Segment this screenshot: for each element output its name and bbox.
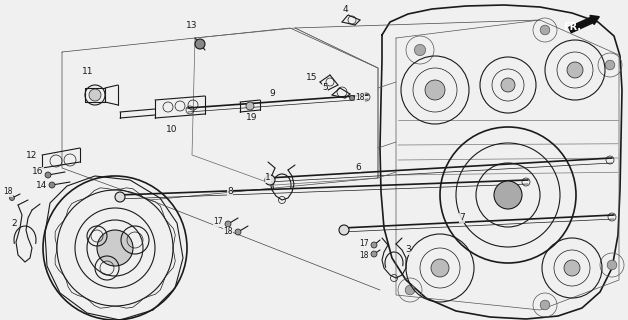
Text: 4: 4 bbox=[342, 5, 348, 14]
Circle shape bbox=[371, 251, 377, 257]
Text: 3: 3 bbox=[405, 245, 411, 254]
Text: 18: 18 bbox=[223, 228, 233, 236]
Circle shape bbox=[431, 259, 449, 277]
Circle shape bbox=[405, 285, 415, 295]
Text: FR.: FR. bbox=[563, 22, 581, 32]
Circle shape bbox=[567, 62, 583, 78]
Text: 18: 18 bbox=[355, 93, 365, 102]
Text: 14: 14 bbox=[36, 180, 48, 189]
Circle shape bbox=[49, 182, 55, 188]
Text: 15: 15 bbox=[306, 74, 318, 83]
FancyArrow shape bbox=[569, 15, 599, 33]
Circle shape bbox=[45, 172, 51, 178]
Text: 18: 18 bbox=[359, 251, 369, 260]
Text: 7: 7 bbox=[459, 213, 465, 222]
Circle shape bbox=[339, 225, 349, 235]
Text: 16: 16 bbox=[32, 167, 44, 177]
Circle shape bbox=[9, 196, 14, 201]
Circle shape bbox=[195, 39, 205, 49]
Text: 11: 11 bbox=[82, 68, 94, 76]
Text: 1: 1 bbox=[265, 173, 271, 182]
Text: 12: 12 bbox=[26, 150, 38, 159]
Circle shape bbox=[89, 89, 101, 101]
Circle shape bbox=[235, 229, 241, 235]
Circle shape bbox=[265, 175, 275, 185]
Circle shape bbox=[494, 181, 522, 209]
Circle shape bbox=[501, 78, 515, 92]
Circle shape bbox=[414, 44, 426, 56]
Text: 13: 13 bbox=[187, 20, 198, 29]
Text: 5: 5 bbox=[322, 84, 328, 92]
Text: 17: 17 bbox=[359, 239, 369, 249]
Text: 10: 10 bbox=[166, 125, 178, 134]
Text: 18: 18 bbox=[3, 188, 13, 196]
Circle shape bbox=[607, 260, 617, 270]
Circle shape bbox=[371, 242, 377, 248]
Circle shape bbox=[97, 230, 133, 266]
Circle shape bbox=[540, 25, 550, 35]
Circle shape bbox=[425, 80, 445, 100]
Circle shape bbox=[225, 221, 231, 227]
Text: 19: 19 bbox=[246, 114, 257, 123]
Circle shape bbox=[564, 260, 580, 276]
Text: 17: 17 bbox=[213, 218, 223, 227]
Circle shape bbox=[605, 60, 615, 70]
Text: 9: 9 bbox=[269, 90, 275, 99]
Circle shape bbox=[540, 300, 550, 310]
Circle shape bbox=[246, 102, 254, 110]
Circle shape bbox=[115, 192, 125, 202]
Text: 8: 8 bbox=[227, 188, 233, 196]
Text: 6: 6 bbox=[355, 163, 361, 172]
Circle shape bbox=[350, 95, 354, 100]
Text: 2: 2 bbox=[11, 220, 17, 228]
